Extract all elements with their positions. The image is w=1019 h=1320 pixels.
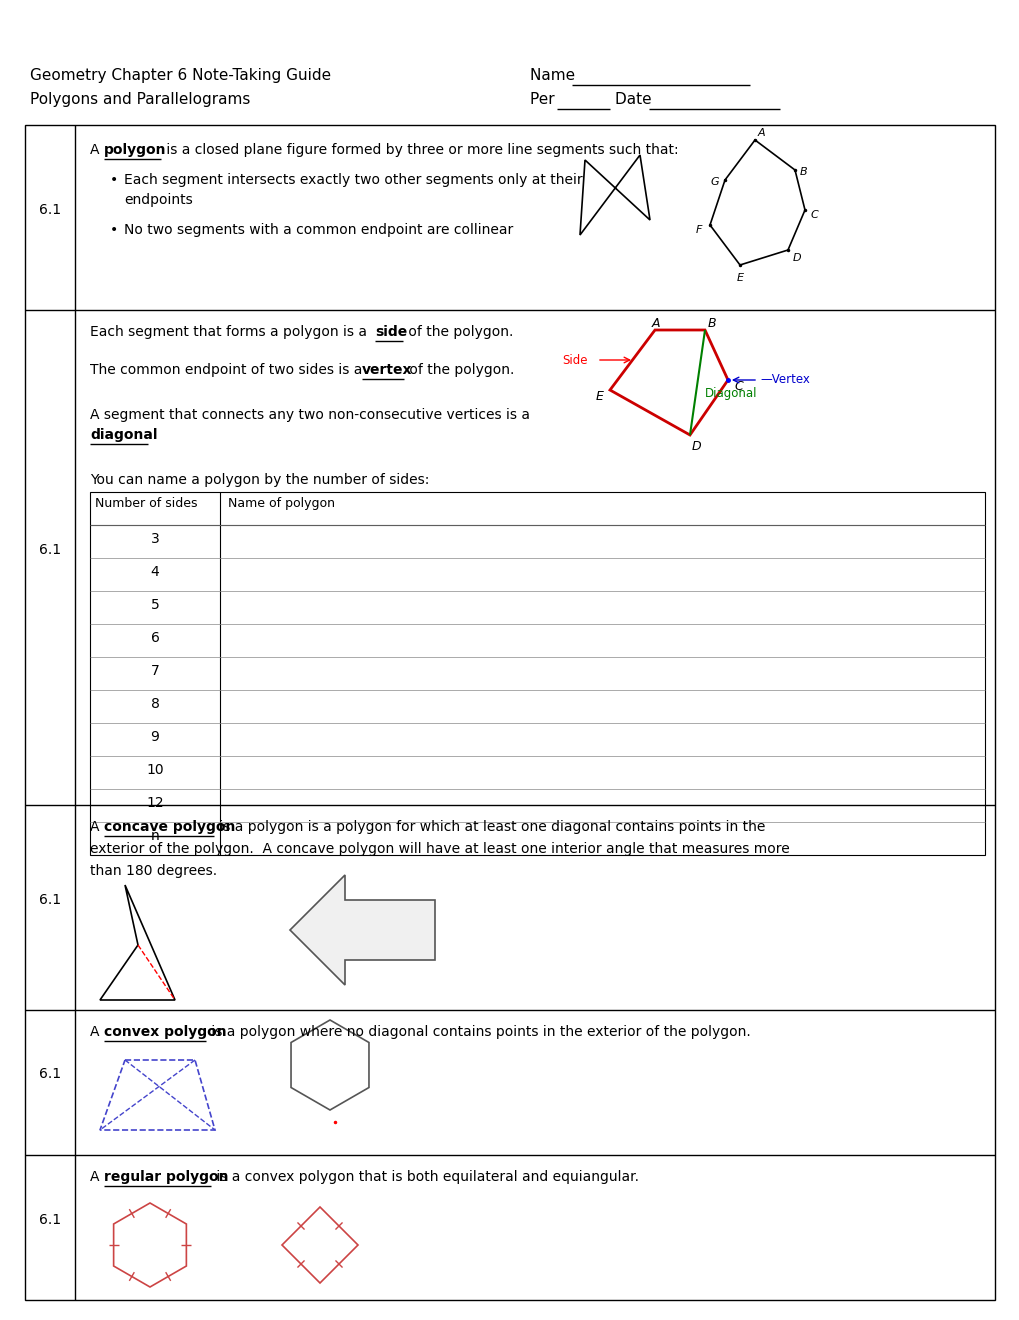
Text: endpoints: endpoints bbox=[124, 193, 193, 207]
Text: C: C bbox=[810, 210, 818, 220]
Text: A: A bbox=[651, 317, 660, 330]
Text: G: G bbox=[710, 177, 719, 187]
Text: 6: 6 bbox=[151, 631, 159, 645]
Text: exterior of the polygon.  A concave polygon will have at least one interior angl: exterior of the polygon. A concave polyg… bbox=[90, 842, 789, 855]
Text: 6.1: 6.1 bbox=[39, 202, 61, 216]
Bar bbox=[90, 492, 984, 855]
Text: 7: 7 bbox=[151, 664, 159, 678]
Text: Number of sides: Number of sides bbox=[95, 498, 198, 510]
Text: 9: 9 bbox=[151, 730, 159, 744]
Polygon shape bbox=[289, 875, 434, 985]
Text: No two segments with a common endpoint are collinear: No two segments with a common endpoint a… bbox=[124, 223, 513, 238]
Text: Side: Side bbox=[561, 354, 587, 367]
Text: A: A bbox=[90, 143, 104, 157]
Text: than 180 degrees.: than 180 degrees. bbox=[90, 865, 217, 878]
Text: A segment that connects any two non-consecutive vertices is a: A segment that connects any two non-cons… bbox=[90, 408, 530, 422]
Text: E: E bbox=[737, 273, 743, 282]
Text: You can name a polygon by the number of sides:: You can name a polygon by the number of … bbox=[90, 473, 429, 487]
Text: Geometry Chapter 6 Note-Taking Guide: Geometry Chapter 6 Note-Taking Guide bbox=[30, 69, 331, 83]
Text: The common endpoint of two sides is a: The common endpoint of two sides is a bbox=[90, 363, 367, 378]
Text: B: B bbox=[707, 317, 716, 330]
Text: B: B bbox=[799, 168, 807, 177]
Text: is a polygon is a polygon for which at least one diagonal contains points in the: is a polygon is a polygon for which at l… bbox=[215, 820, 764, 834]
Text: polygon: polygon bbox=[104, 143, 166, 157]
Text: 6.1: 6.1 bbox=[39, 1213, 61, 1226]
Text: diagonal: diagonal bbox=[90, 428, 157, 442]
Text: Each segment intersects exactly two other segments only at their: Each segment intersects exactly two othe… bbox=[124, 173, 582, 187]
Text: concave polygon: concave polygon bbox=[104, 820, 235, 834]
Text: A: A bbox=[90, 1026, 104, 1039]
Text: 4: 4 bbox=[151, 565, 159, 579]
Text: •: • bbox=[110, 173, 118, 187]
Text: regular polygon: regular polygon bbox=[104, 1170, 228, 1184]
Text: C: C bbox=[734, 380, 742, 393]
Text: E: E bbox=[595, 389, 603, 403]
Text: 5: 5 bbox=[151, 598, 159, 612]
Text: convex polygon: convex polygon bbox=[104, 1026, 226, 1039]
Text: 8: 8 bbox=[151, 697, 159, 711]
Bar bbox=[25, 125, 994, 1300]
Text: A: A bbox=[757, 128, 765, 139]
Text: Date: Date bbox=[614, 92, 656, 107]
Text: Diagonal: Diagonal bbox=[704, 387, 757, 400]
Text: 12: 12 bbox=[146, 796, 164, 810]
Text: A: A bbox=[90, 1170, 104, 1184]
Text: A: A bbox=[90, 820, 104, 834]
Text: 6.1: 6.1 bbox=[39, 543, 61, 557]
Text: D: D bbox=[792, 253, 801, 263]
Text: 3: 3 bbox=[151, 532, 159, 546]
Text: side: side bbox=[375, 325, 407, 339]
Text: Polygons and Parallelograms: Polygons and Parallelograms bbox=[30, 92, 250, 107]
Text: 10: 10 bbox=[146, 763, 164, 777]
Text: Per: Per bbox=[530, 92, 559, 107]
Text: is a convex polygon that is both equilateral and equiangular.: is a convex polygon that is both equilat… bbox=[212, 1170, 638, 1184]
Text: F: F bbox=[695, 224, 702, 235]
Text: —Vertex: —Vertex bbox=[759, 374, 809, 385]
Text: Name of polygon: Name of polygon bbox=[228, 498, 334, 510]
Text: .: . bbox=[148, 428, 152, 442]
Text: Name: Name bbox=[530, 69, 580, 83]
Text: is a polygon where no diagonal contains points in the exterior of the polygon.: is a polygon where no diagonal contains … bbox=[207, 1026, 750, 1039]
Text: of the polygon.: of the polygon. bbox=[405, 363, 514, 378]
Text: of the polygon.: of the polygon. bbox=[404, 325, 513, 339]
Text: •: • bbox=[110, 223, 118, 238]
Text: Each segment that forms a polygon is a: Each segment that forms a polygon is a bbox=[90, 325, 371, 339]
Text: n: n bbox=[151, 829, 159, 843]
Text: 6.1: 6.1 bbox=[39, 892, 61, 907]
Text: vertex: vertex bbox=[362, 363, 412, 378]
Text: is a closed plane figure formed by three or more line segments such that:: is a closed plane figure formed by three… bbox=[162, 143, 678, 157]
Text: D: D bbox=[691, 440, 701, 453]
Text: 6.1: 6.1 bbox=[39, 1068, 61, 1081]
